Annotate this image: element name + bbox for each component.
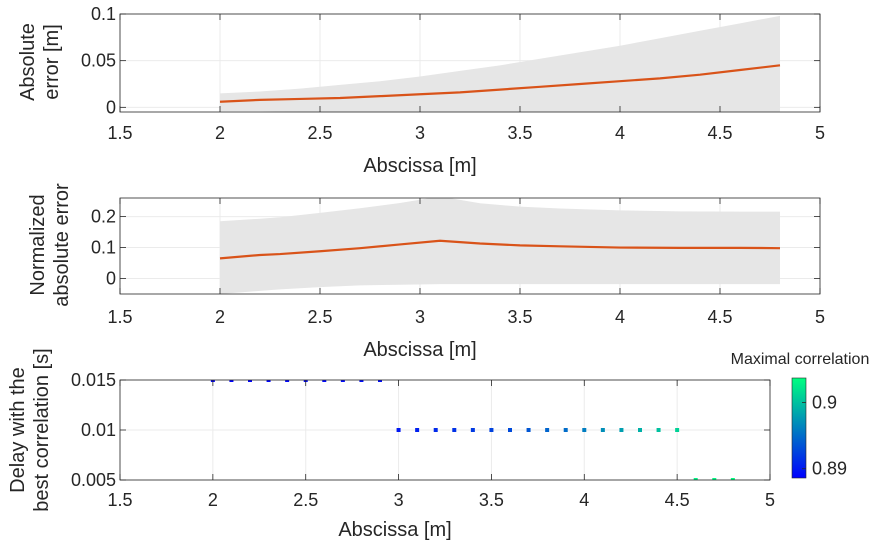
x-tick-label: 4.5 [707,123,732,143]
colorbar-tick-label: 0.9 [812,393,837,413]
x-tick-label: 3.5 [507,307,532,327]
scatter-point [675,428,680,432]
confidence-band [220,198,780,294]
scatter-point [266,380,271,382]
y-tick-label: 0.05 [81,51,116,71]
y-tick-label: 0 [106,269,116,289]
x-tick-label: 3 [415,307,425,327]
scatter-point [582,428,587,432]
x-axis-label: Abscissa [m] [363,155,476,177]
y-tick-label: 0.015 [71,370,116,390]
x-tick-label: 5 [765,490,775,510]
mean-line [219,239,781,260]
x-tick-label: 4 [615,123,625,143]
x-tick-label: 2 [208,490,218,510]
x-tick-label: 3 [415,123,425,143]
scatter-point [433,428,438,432]
colorbar: 0.89 0.9 Maximal correlation [731,351,870,479]
scatter-point [508,428,512,432]
scatter-point [619,428,624,432]
y-tick-label: 0 [106,97,116,117]
scatter-point [248,380,252,382]
y-axis-label-line: absolute error [51,183,73,307]
y-axis-label-line: Normalized [27,194,49,295]
x-tick-label: 5 [815,307,825,327]
scatter-point [712,478,717,480]
scatter-point [730,478,735,480]
scatter-point [229,380,234,382]
y-axis-label-line: error [m] [41,24,63,100]
scatter-point [600,428,605,432]
colorbar-gradient [791,377,807,479]
scatter-point [693,478,698,480]
x-axis: 1.5 2 2.5 3 3.5 4 4.5 5 [107,380,775,510]
x-tick-label: 5 [815,123,825,143]
y-axis-label-line: best correlation [s] [31,348,53,511]
panel-1: 1.5 2 2.5 3 3.5 4 4.5 5 0 0.05 0.1 Abscissa [m] Abso… [17,4,825,177]
x-axis: 1.5 2 2.5 3 3.5 4 4.5 5 [107,14,825,143]
confidence-band [220,15,780,112]
y-tick-label: 0.01 [81,420,116,440]
scatter-point [359,380,364,382]
x-tick-label: 2 [215,123,225,143]
scatter-point [396,428,401,432]
scatter-point [470,428,475,432]
data-layer [210,380,735,480]
scatter-point [489,428,494,432]
y-axis: 0 0.1 0.2 [91,207,820,289]
y-tick-label: 0.1 [91,4,116,24]
x-tick-label: 4.5 [707,307,732,327]
panel-3: 1.5 2 2.5 3 3.5 4 4.5 5 0.005 0.01 0.015 Abscissa [… [7,348,869,541]
mean-line [219,64,781,103]
colorbar-tick-label: 0.89 [812,459,847,479]
x-tick-label: 1.5 [107,490,132,510]
axes-box [119,13,821,113]
scatter-point [378,380,382,382]
x-tick-label: 4 [615,307,625,327]
scatter-point [656,428,661,432]
y-axis-label-line: Absolute [17,23,39,101]
y-tick-label: 0.005 [71,470,116,490]
x-tick-label: 3.5 [479,490,504,510]
scatter-point [638,428,642,432]
y-axis: 0 0.05 0.1 [81,4,820,117]
scatter-point [285,380,290,382]
y-axis-label-line: Delay with the [7,367,29,493]
x-tick-label: 2 [215,307,225,327]
scatter-point [526,428,531,432]
x-tick-label: 3 [394,490,404,510]
y-tick-label: 0.2 [91,207,116,227]
panel-2: 1.5 2 2.5 3 3.5 4 4.5 5 0 0.1 0.2 Abscissa [m] Norma… [27,183,825,361]
x-tick-label: 4 [579,490,589,510]
x-axis: 1.5 2 2.5 3 3.5 4 4.5 5 [107,198,825,327]
colorbar-title: Maximal correlation [731,351,870,368]
x-tick-label: 2.5 [307,123,332,143]
x-axis-label: Abscissa [m] [363,339,476,361]
y-axis: 0.005 0.01 0.015 [71,370,770,490]
scatter-point [545,428,550,432]
x-tick-label: 2.5 [293,490,318,510]
x-tick-label: 4.5 [665,490,690,510]
data-layer [219,15,781,112]
scatter-point [452,428,457,432]
scatter-point [415,428,420,432]
scatter-point [563,428,568,432]
x-tick-label: 1.5 [107,307,132,327]
scatter-point [322,380,327,382]
y-tick-label: 0.1 [91,238,116,258]
axes-box [119,197,821,295]
data-layer [219,198,781,294]
x-tick-label: 2.5 [307,307,332,327]
x-axis-label: Abscissa [m] [338,519,451,541]
scatter-point [340,380,345,382]
x-tick-label: 1.5 [107,123,132,143]
x-tick-label: 3.5 [507,123,532,143]
